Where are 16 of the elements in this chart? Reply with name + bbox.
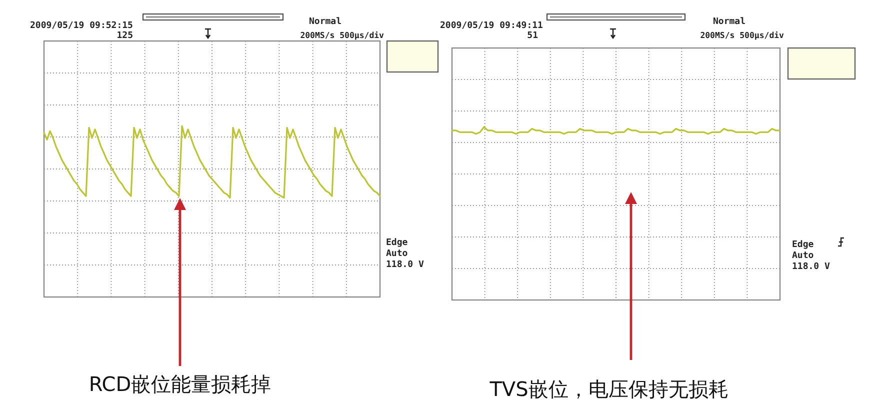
text: Edge	[792, 240, 814, 250]
text: 2009/05/19 09:49:11	[440, 21, 543, 31]
text: Normal	[309, 17, 342, 27]
text: TVS嵌位，电压保持无损耗	[488, 377, 728, 401]
text: 125	[116, 31, 133, 41]
text: Normal	[713, 17, 746, 27]
text: 200MS/s 500µs/div	[700, 30, 784, 40]
text: 118.0 V	[386, 260, 425, 270]
text: Auto	[386, 249, 408, 259]
text: RCD嵌位能量损耗掉	[88, 372, 272, 396]
text: 51	[527, 31, 538, 41]
text: Edge	[386, 238, 408, 248]
text: 2009/05/19 09:52:15	[30, 21, 133, 31]
text: Auto	[792, 251, 814, 261]
text: 200MS/s 500µs/div	[300, 30, 384, 40]
text: 118.0 V	[792, 262, 831, 272]
